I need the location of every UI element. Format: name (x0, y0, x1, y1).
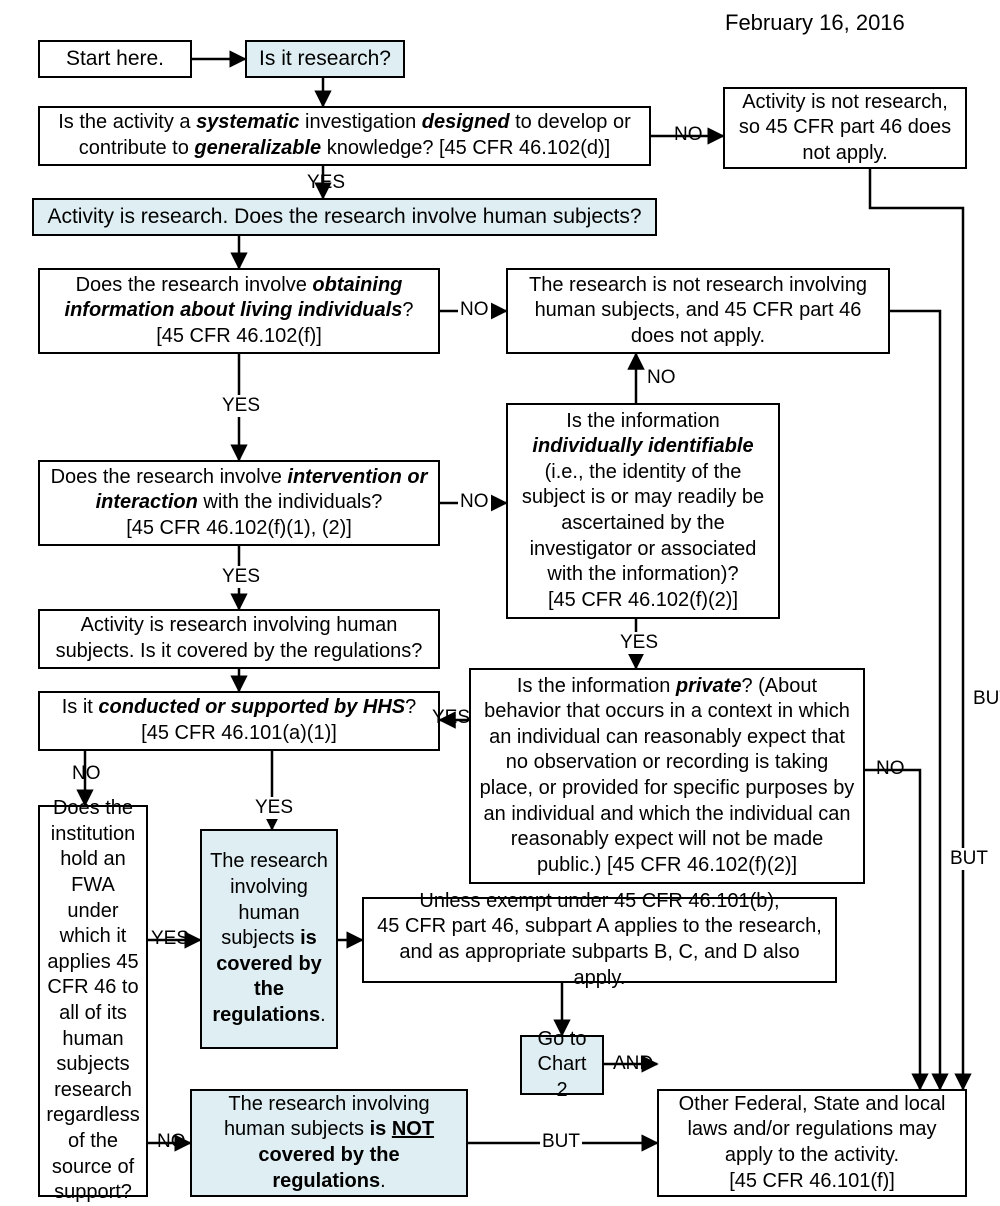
edge-label-8: NO (645, 367, 678, 389)
arrows-layer (0, 0, 1000, 1205)
node-q_interv: Does the research involve intervention o… (38, 460, 440, 546)
node-q_research: Is it research? (245, 40, 405, 78)
edge-label-5: NO (458, 299, 491, 321)
node-start: Start here. (38, 40, 192, 78)
node-r_notcov: The research involving human subjects is… (190, 1089, 468, 1197)
edge-label-21: NO (874, 758, 907, 780)
edge-label-12: YES (430, 707, 472, 729)
edge-label-20: BUT (540, 1131, 582, 1153)
node-q_systematic: Is the activity a systematic investigati… (38, 106, 651, 166)
edge-label-14: YES (253, 797, 295, 819)
node-r_covered: The research involving human subjects is… (200, 829, 338, 1049)
edge-label-15: YES (149, 928, 191, 950)
edge-label-11: YES (618, 632, 660, 654)
node-goto2: Go to Chart 2 (520, 1035, 604, 1095)
node-r_otherlaws: Other Federal, State and local laws and/… (657, 1089, 967, 1197)
edge-label-13: NO (70, 763, 103, 785)
date-label: February 16, 2016 (725, 10, 905, 36)
edge-label-22: BUT (948, 848, 990, 870)
edge-label-6: YES (220, 395, 262, 417)
node-r_notresearch: Activity is not research, so 45 CFR part… (723, 87, 967, 169)
node-r_unless: Unless exempt under 45 CFR 46.101(b), 45… (362, 897, 837, 983)
edge-22 (890, 311, 940, 1089)
edge-label-3: YES (305, 172, 347, 194)
edge-label-7: NO (458, 491, 491, 513)
edge-label-23: BUT (971, 688, 1000, 710)
node-q_private: Is the information private? (About behav… (469, 668, 865, 884)
node-q_living: Does the research involve obtaining info… (38, 268, 440, 354)
node-q_ident: Is the information individually identifi… (506, 403, 780, 619)
node-q_fwa: Does the institution hold an FWA under w… (38, 805, 148, 1197)
node-q_covered: Activity is research involving human sub… (38, 609, 440, 669)
edge-label-19: NO (155, 1131, 188, 1153)
edge-label-18: AND (611, 1053, 655, 1075)
node-q_hhs: Is it conducted or supported by HHS? [45… (38, 691, 440, 751)
edge-label-2: NO (672, 124, 705, 146)
node-r_nohs: The research is not research involving h… (506, 268, 890, 354)
edge-21 (865, 770, 920, 1089)
node-q_hs: Activity is research. Does the research … (32, 198, 657, 236)
edge-label-9: YES (220, 566, 262, 588)
